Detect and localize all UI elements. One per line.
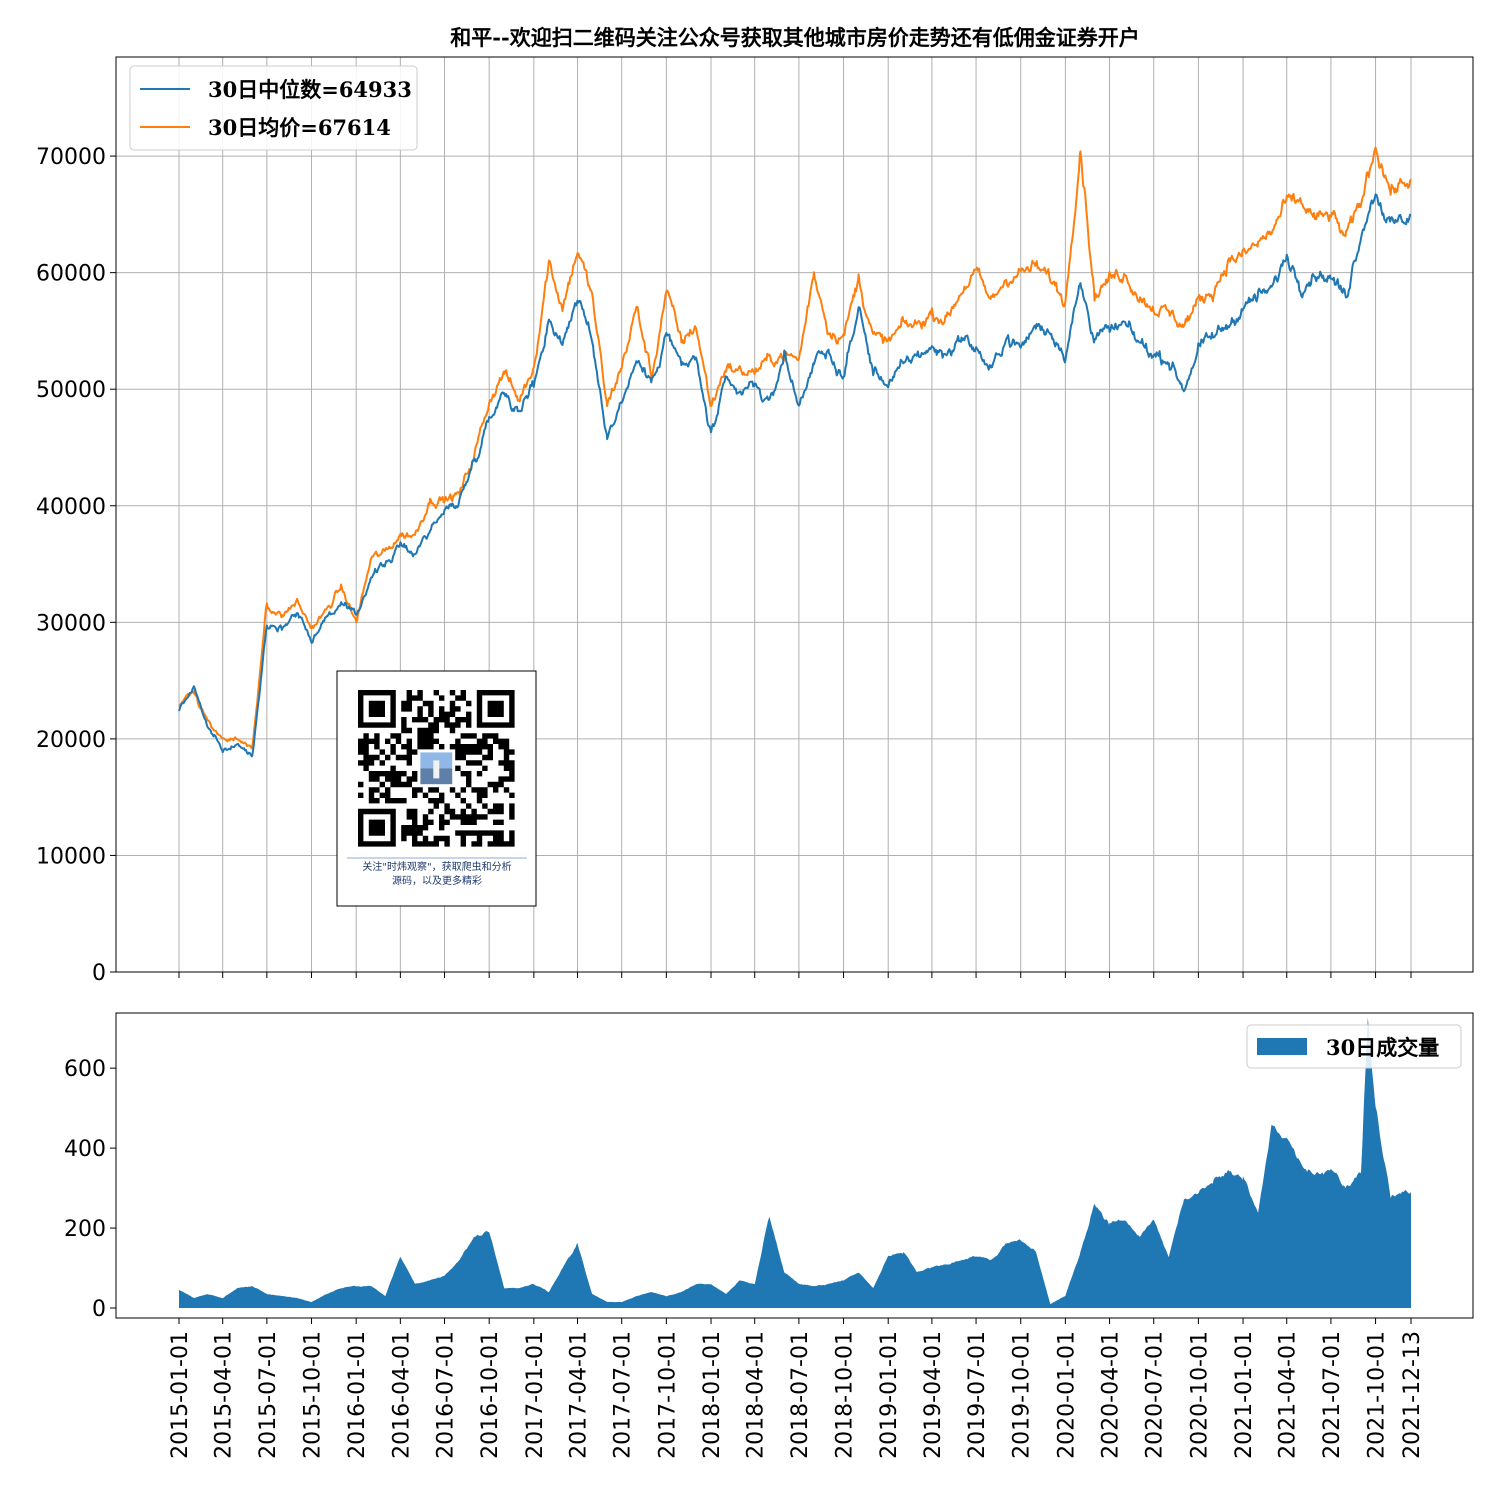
qr-caption-line-1: 关注"时炜观察"，获取爬虫和分析 xyxy=(362,860,511,873)
date-tick-label: 2019-07-01 xyxy=(965,1331,990,1459)
date-tick-label: 2021-07-01 xyxy=(1320,1331,1345,1459)
date-tick-label: 2017-01-01 xyxy=(523,1331,548,1459)
date-tick-label: 2020-10-01 xyxy=(1187,1331,1212,1459)
date-tick-label: 2017-07-01 xyxy=(611,1331,636,1459)
price-axes-frame xyxy=(115,56,1474,973)
date-tick-label: 2018-01-01 xyxy=(700,1331,725,1459)
date-tick-label: 2020-01-01 xyxy=(1054,1331,1079,1459)
volume-y-tick-label: 0 xyxy=(92,1297,106,1322)
price-plot-area xyxy=(116,57,1473,972)
price-y-tick-label: 30000 xyxy=(36,611,106,636)
qr-code-image xyxy=(358,690,515,847)
date-tick-label: 2017-10-01 xyxy=(655,1331,680,1459)
volume-legend-box xyxy=(1246,1024,1462,1069)
volume-series xyxy=(179,1017,1411,1308)
date-tick-label: 2018-04-01 xyxy=(744,1331,769,1459)
price-y-ticks: 0 10000 20000 30000 40000 50000 60000 70000 xyxy=(36,145,116,986)
price-x-ticks xyxy=(178,972,1412,978)
qr-caption-line-2: 源码，以及更多精彩 xyxy=(392,874,482,887)
volume-legend-swatch xyxy=(1257,1038,1307,1055)
volume-axes-frame xyxy=(115,1012,1474,1319)
volume-area xyxy=(179,1017,1411,1308)
mean-price-line xyxy=(178,146,1412,750)
price-y-tick-label: 70000 xyxy=(36,145,106,170)
date-tick-label: 2015-10-01 xyxy=(301,1331,326,1459)
price-legend-box xyxy=(129,65,418,151)
qr-avatar-sky xyxy=(420,752,453,769)
volume-y-tick-label: 200 xyxy=(64,1217,106,1242)
date-tick-label: 2015-01-01 xyxy=(168,1331,193,1459)
price-y-tick-label: 0 xyxy=(92,961,106,986)
date-tick-label: 2021-01-01 xyxy=(1232,1331,1257,1459)
price-y-tick-label: 10000 xyxy=(36,844,106,869)
price-y-tick-label: 50000 xyxy=(36,378,106,403)
date-tick-label: 2019-04-01 xyxy=(921,1331,946,1459)
date-tick-label: 2015-04-01 xyxy=(212,1331,237,1459)
date-tick-label: 2016-01-01 xyxy=(345,1331,370,1459)
qr-modules xyxy=(358,690,515,847)
date-tick-label: 2021-10-01 xyxy=(1365,1331,1390,1459)
date-tick-label: 2021-04-01 xyxy=(1276,1331,1301,1459)
volume-axes: 0 200 400 600 2015-01-01 2015-04-01 2015-07-0… xyxy=(64,1012,1474,1459)
volume-y-tick-label: 600 xyxy=(64,1057,106,1082)
date-tick-label: 2020-07-01 xyxy=(1143,1331,1168,1459)
date-tick-label: 2018-07-01 xyxy=(788,1331,813,1459)
volume-x-ticks: 2015-01-01 2015-04-01 2015-07-01 2015-10-01… xyxy=(168,1318,1425,1459)
qr-avatar-figure xyxy=(433,760,440,779)
price-y-tick-label: 40000 xyxy=(36,495,106,520)
date-tick-label: 2020-04-01 xyxy=(1099,1331,1124,1459)
date-tick-label: 2018-10-01 xyxy=(833,1331,858,1459)
price-axes: 0 10000 20000 30000 40000 50000 60000 70000 30日… xyxy=(36,56,1474,986)
volume-legend-label: 30日成交量 xyxy=(1326,1035,1439,1060)
date-tick-label: 2017-04-01 xyxy=(567,1331,592,1459)
date-tick-label: 2019-10-01 xyxy=(1010,1331,1035,1459)
chart-title: 和平--欢迎扫二维码关注公众号获取其他城市房价走势还有低佣金证券开户 xyxy=(450,25,1139,50)
qr-code-inset: 关注"时炜观察"，获取爬虫和分析 源码，以及更多精彩 xyxy=(336,670,537,907)
date-tick-label: 2016-10-01 xyxy=(478,1331,503,1459)
price-y-tick-label: 20000 xyxy=(36,728,106,753)
price-y-tick-label: 60000 xyxy=(36,262,106,287)
median-legend-label: 30日中位数=64933 xyxy=(208,77,412,102)
median-price-line xyxy=(178,193,1412,758)
date-tick-label: 2019-01-01 xyxy=(877,1331,902,1459)
volume-y-ticks: 0 200 400 600 xyxy=(64,1057,116,1322)
volume-legend: 30日成交量 xyxy=(1246,1024,1462,1069)
date-tick-label: 2015-07-01 xyxy=(256,1331,281,1459)
price-series xyxy=(178,146,1412,758)
volume-y-tick-label: 400 xyxy=(64,1137,106,1162)
date-tick-label: 2021-12-13 xyxy=(1400,1331,1425,1459)
price-legend: 30日中位数=64933 30日均价=67614 xyxy=(129,65,418,151)
date-tick-label: 2016-04-01 xyxy=(389,1331,414,1459)
date-tick-label: 2016-07-01 xyxy=(434,1331,459,1459)
mean-legend-label: 30日均价=67614 xyxy=(208,115,391,140)
